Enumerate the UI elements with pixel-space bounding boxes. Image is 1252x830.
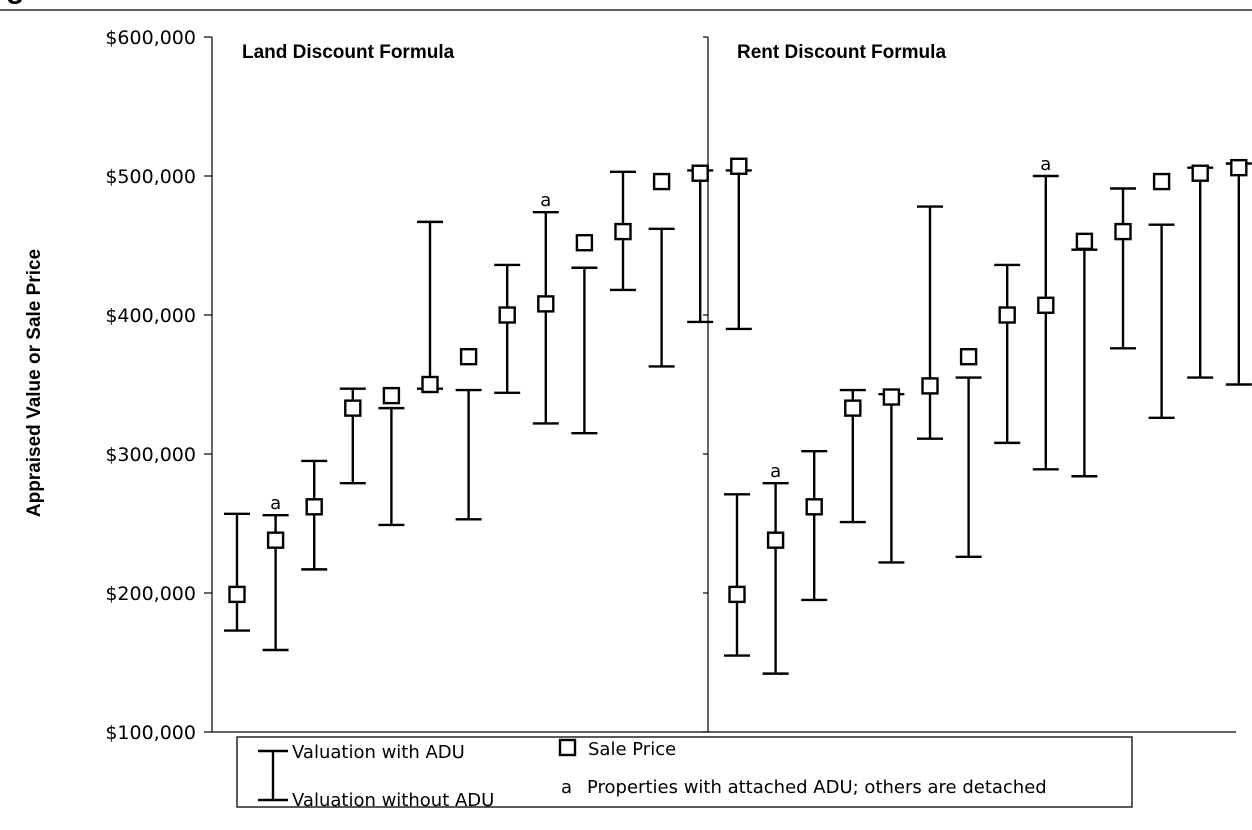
sale-price-marker (921, 377, 939, 395)
sale-price-marker (882, 388, 901, 406)
legend-sale-price: Sale Price (588, 739, 676, 760)
sale-price-marker (305, 498, 323, 516)
sale-price-marker (730, 157, 748, 175)
panel-title-land: Land Discount Formula (242, 42, 455, 63)
legend-attached-marker: a (561, 777, 572, 798)
attached-adu-label: a (540, 190, 551, 211)
sale-price-marker (652, 172, 671, 191)
axes (211, 37, 1236, 733)
attached-adu-label: a (770, 461, 781, 482)
sale-price-marker (459, 348, 478, 366)
sale-price-marker (998, 306, 1016, 324)
sale-price-marker (1114, 222, 1132, 241)
attached-adu-label: a (1040, 154, 1051, 175)
y-tick-label: $600,000 (105, 27, 196, 49)
sale-price-marker (1191, 164, 1209, 182)
sale-price-marker (1230, 158, 1248, 177)
legend-without-adu: Valuation without ADU (292, 790, 494, 811)
legend-box (236, 736, 1133, 808)
sale-price-marker (805, 498, 823, 516)
legend-sale-price-symbol (558, 738, 577, 757)
sale-price-marker (266, 531, 285, 549)
y-axis-label: Appraised Value or Sale Price (24, 249, 45, 517)
sale-price-marker (228, 585, 246, 604)
panel-land-marks: aa (224, 157, 752, 652)
header-title-fragment: g (6, 0, 24, 5)
panel-rent-marks: aa (724, 154, 1252, 675)
legend-attached-note: Properties with attached ADU; others are… (587, 777, 1047, 798)
y-tick-label: $500,000 (105, 166, 196, 188)
legend: Valuation with ADU Valuation without ADU… (236, 736, 1133, 811)
sale-price-marker (344, 399, 362, 417)
y-tick-label: $300,000 (105, 444, 196, 466)
legend-range-symbol (258, 749, 288, 802)
sale-price-marker (691, 164, 709, 182)
sale-price-marker (844, 399, 862, 417)
sale-price-marker (959, 348, 978, 366)
sale-price-marker (498, 306, 516, 324)
sale-price-marker (728, 585, 746, 604)
sale-price-marker (575, 234, 594, 252)
sale-price-marker (1152, 172, 1171, 191)
legend-with-adu: Valuation with ADU (292, 742, 465, 763)
panel-title-rent: Rent Discount Formula (737, 42, 946, 63)
sale-price-marker (537, 295, 555, 313)
attached-adu-label: a (270, 493, 281, 514)
y-ticks: $100,000 $200,000 $300,000 $400,000 $500,000… (105, 27, 708, 744)
sale-price-marker (421, 375, 439, 394)
y-tick-label: $400,000 (105, 305, 196, 327)
sale-price-marker (382, 386, 401, 405)
y-tick-label: $100,000 (105, 722, 196, 744)
sale-price-marker (1075, 232, 1094, 251)
y-tick-label: $200,000 (105, 583, 196, 605)
sale-price-marker (766, 531, 785, 549)
sale-price-marker (1037, 296, 1055, 314)
sale-price-marker (614, 222, 632, 241)
